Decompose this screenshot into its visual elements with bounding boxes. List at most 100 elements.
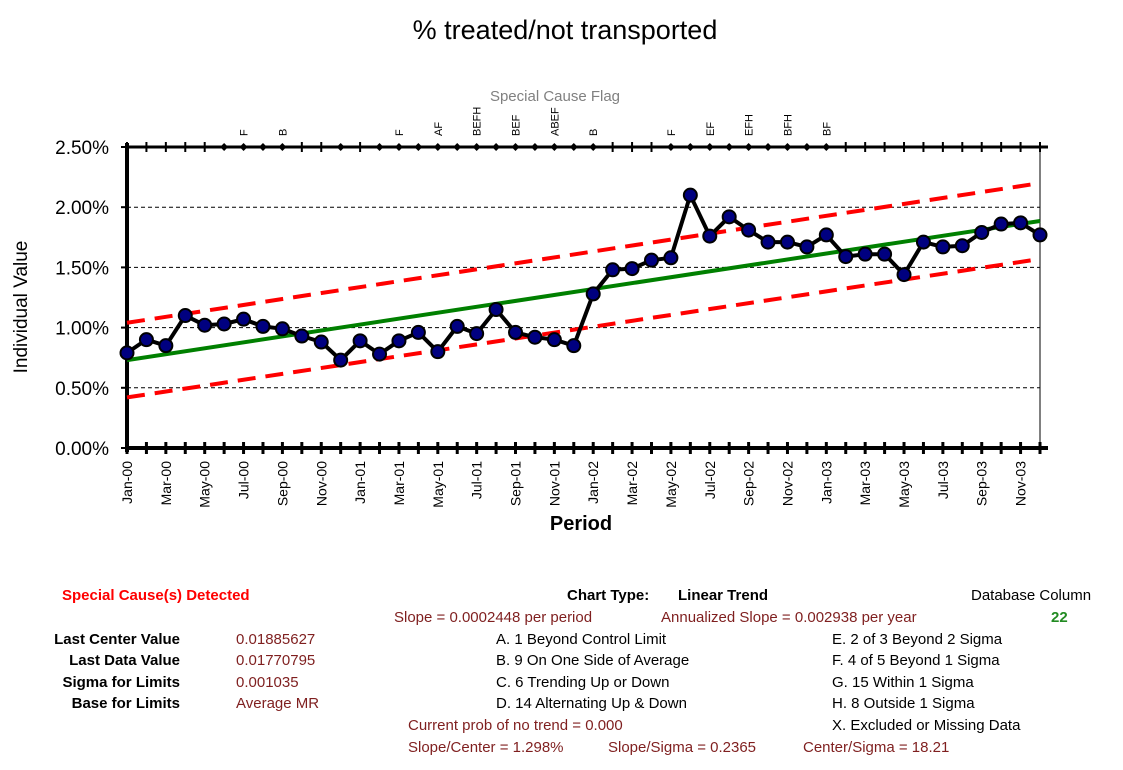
x-tick-label: Mar-03 bbox=[857, 461, 873, 506]
data-point bbox=[255, 318, 271, 334]
x-tick-label: Sep-01 bbox=[508, 461, 524, 506]
data-point bbox=[1013, 215, 1029, 231]
flag-marker bbox=[375, 143, 384, 151]
last-center-value: 0.01885627 bbox=[236, 631, 316, 648]
data-point bbox=[488, 302, 504, 318]
rule-a: A. 1 Beyond Control Limit bbox=[496, 631, 667, 648]
flag-marker bbox=[530, 143, 539, 151]
x-tick-label: Mar-01 bbox=[391, 461, 407, 506]
chart-type-label: Chart Type: bbox=[567, 587, 650, 604]
special-cause-detected: Special Cause(s) Detected bbox=[62, 587, 250, 604]
data-point bbox=[274, 321, 290, 337]
flag-marker bbox=[511, 143, 520, 151]
annualized-slope: Annualized Slope = 0.002938 per year bbox=[661, 609, 917, 626]
flag-marker bbox=[394, 143, 403, 151]
y-tick-label: 2.50% bbox=[55, 138, 109, 159]
data-point bbox=[818, 227, 834, 243]
data-series bbox=[119, 187, 1048, 368]
data-point bbox=[449, 318, 465, 334]
flag-label: ABEF bbox=[549, 107, 561, 136]
rule-d: D. 14 Alternating Up & Down bbox=[496, 695, 687, 712]
flag-label: BEF bbox=[511, 114, 523, 136]
data-point bbox=[352, 333, 368, 349]
data-point bbox=[469, 326, 485, 342]
flag-label: F bbox=[666, 129, 678, 136]
data-point bbox=[682, 187, 698, 203]
base-label: Base for Limits bbox=[71, 695, 180, 712]
y-tick-label: 0.50% bbox=[55, 379, 109, 400]
database-column-value: 22 bbox=[1051, 609, 1068, 626]
base-value: Average MR bbox=[236, 695, 320, 712]
slope-center: Slope/Center = 1.298% bbox=[408, 739, 564, 756]
x-tick-label: Mar-00 bbox=[158, 461, 174, 506]
chart-title: % treated/not transported bbox=[413, 15, 718, 45]
x-tick-label: Jan-03 bbox=[818, 461, 834, 504]
gridlines bbox=[127, 206, 1040, 389]
flag-marker bbox=[666, 143, 675, 151]
lower-control-limit bbox=[126, 256, 1041, 400]
flag-marker bbox=[239, 143, 248, 151]
rule-c: C. 6 Trending Up or Down bbox=[496, 674, 670, 691]
data-point bbox=[896, 267, 912, 283]
x-tick-label: Jan-00 bbox=[119, 461, 135, 504]
flag-marker bbox=[686, 143, 695, 151]
flag-marker bbox=[764, 143, 773, 151]
flag-marker bbox=[278, 143, 287, 151]
slope-sigma: Slope/Sigma = 0.2365 bbox=[608, 739, 757, 756]
x-tick-label: Nov-03 bbox=[1013, 461, 1029, 506]
x-tick-label: Nov-00 bbox=[313, 461, 329, 506]
rule-b: B. 9 On One Side of Average bbox=[496, 652, 690, 669]
control-lines bbox=[126, 181, 1041, 400]
data-point bbox=[605, 262, 621, 278]
data-point bbox=[663, 250, 679, 266]
x-tick-label: May-01 bbox=[430, 461, 446, 508]
flag-marker bbox=[472, 143, 481, 151]
x-tick-label: Jul-03 bbox=[935, 461, 951, 499]
data-point bbox=[333, 352, 349, 368]
y-tick-label: 1.50% bbox=[55, 258, 109, 279]
data-point bbox=[954, 238, 970, 254]
data-point bbox=[236, 311, 252, 327]
flag-marker bbox=[220, 143, 229, 151]
data-point bbox=[391, 333, 407, 349]
x-tick-label: Jul-02 bbox=[702, 461, 718, 499]
rule-h: H. 8 Outside 1 Sigma bbox=[832, 695, 975, 712]
rule-e: E. 2 of 3 Beyond 2 Sigma bbox=[832, 631, 1003, 648]
y-tick-label: 1.00% bbox=[55, 319, 109, 340]
data-point bbox=[857, 246, 873, 262]
y-tick-labels: 0.00% 0.50% 1.00% 1.50% 2.00% 2.50% bbox=[55, 138, 127, 460]
database-column-label: Database Column bbox=[971, 587, 1092, 604]
data-point bbox=[158, 338, 174, 354]
data-point bbox=[119, 345, 135, 361]
chart-type-value: Linear Trend bbox=[678, 587, 769, 604]
flag-marker bbox=[705, 143, 714, 151]
flag-label: BEFH bbox=[472, 107, 484, 136]
flag-label: F bbox=[394, 129, 406, 136]
center-sigma: Center/Sigma = 18.21 bbox=[803, 739, 950, 756]
x-tick-label: Sep-00 bbox=[274, 461, 290, 506]
plot-frame bbox=[125, 143, 1041, 452]
x-tick-label: Jul-00 bbox=[236, 461, 252, 499]
x-tick-label: Nov-02 bbox=[779, 461, 795, 506]
data-point bbox=[177, 308, 193, 324]
x-axis-label: Period bbox=[550, 513, 612, 535]
data-point bbox=[1032, 227, 1048, 243]
data-point bbox=[741, 222, 757, 238]
special-cause-flag-title: Special Cause Flag bbox=[490, 88, 620, 105]
x-tick-label: Mar-02 bbox=[624, 461, 640, 506]
flag-marker bbox=[453, 143, 462, 151]
y-tick-label: 2.00% bbox=[55, 198, 109, 219]
data-point bbox=[138, 332, 154, 348]
rule-g: G. 15 Within 1 Sigma bbox=[832, 674, 974, 691]
data-point bbox=[294, 328, 310, 344]
data-point bbox=[313, 334, 329, 350]
slope-per-period: Slope = 0.0002448 per period bbox=[394, 609, 593, 626]
flag-marker bbox=[258, 143, 267, 151]
data-point bbox=[546, 332, 562, 348]
flag-marker bbox=[589, 143, 598, 151]
data-point bbox=[216, 316, 232, 332]
flag-label: BFH bbox=[782, 114, 794, 136]
flag-label: EF bbox=[705, 122, 717, 136]
special-cause-flags: F B F AF BEFH BEF ABEF B F EF EFH BFH BF bbox=[239, 107, 834, 136]
last-center-label: Last Center Value bbox=[54, 631, 180, 648]
